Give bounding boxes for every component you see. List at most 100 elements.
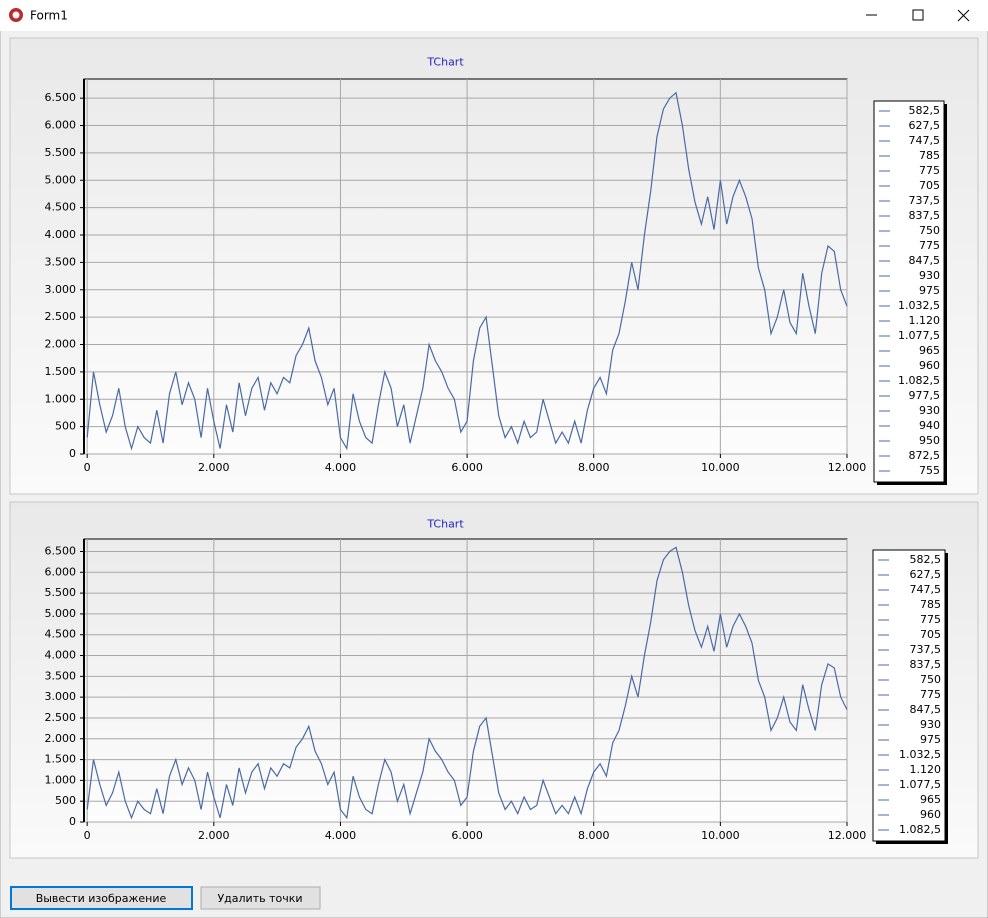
legend-label: 737,5 [910, 643, 942, 656]
x-tick-label: 4.000 [325, 461, 357, 474]
legend-label: 747,5 [909, 134, 941, 147]
y-tick-label: 1.500 [45, 753, 77, 766]
legend-label: 837,5 [909, 209, 941, 222]
x-tick-label: 2.000 [198, 461, 230, 474]
legend-label: 872,5 [909, 449, 941, 462]
y-tick-label: 500 [55, 420, 76, 433]
y-tick-label: 6.000 [45, 565, 77, 578]
legend-label: 775 [919, 239, 940, 252]
button-label[interactable]: Вывести изображение [36, 892, 167, 905]
y-tick-label: 4.500 [45, 201, 77, 214]
x-tick-label: 6.000 [451, 461, 483, 474]
y-tick-label: 2.500 [45, 310, 77, 323]
y-tick-label: 500 [55, 794, 76, 807]
maximize-button[interactable] [912, 9, 924, 21]
data-line [86, 546, 848, 820]
y-tick-label: 0 [69, 447, 76, 460]
x-tick-label: 12.000 [828, 461, 867, 474]
legend-label: 1.120 [910, 763, 942, 776]
y-tick-label: 6.500 [45, 91, 77, 104]
legend-label: 1.077,5 [898, 329, 940, 342]
y-tick-label: 2.500 [45, 711, 77, 724]
legend-label: 930 [919, 404, 940, 417]
y-tick-label: 4.000 [45, 228, 77, 241]
legend-label: 847,5 [909, 254, 941, 267]
legend-label: 582,5 [910, 553, 942, 566]
legend-label: 975 [920, 733, 941, 746]
legend-label: 960 [920, 808, 941, 821]
x-tick-label: 12.000 [828, 829, 867, 842]
chart-title: TChart [426, 518, 464, 531]
x-tick-label: 6.000 [451, 829, 483, 842]
chart-title: TChart [426, 56, 464, 69]
legend-label: 965 [920, 793, 941, 806]
plot-area [83, 78, 848, 455]
app-icon-inner [12, 11, 20, 19]
y-tick-label: 1.000 [45, 773, 77, 786]
y-tick-label: 4.500 [45, 628, 77, 641]
y-tick-label: 3.500 [45, 669, 77, 682]
legend-label: 582,5 [909, 104, 941, 117]
y-tick-label: 5.500 [45, 586, 77, 599]
legend-label: 847,5 [910, 703, 942, 716]
legend-label: 627,5 [909, 119, 941, 132]
button[interactable] [10, 886, 193, 910]
legend-label: 737,5 [909, 194, 941, 207]
legend-label: 940 [919, 419, 940, 432]
legend-label: 705 [920, 628, 941, 641]
title-bar [0, 0, 988, 31]
legend-label: 627,5 [910, 568, 942, 581]
legend-label: 775 [919, 164, 940, 177]
y-tick-label: 1.000 [45, 392, 77, 405]
legend-label: 950 [919, 434, 940, 447]
x-tick-label: 10.000 [701, 461, 740, 474]
legend-label: 750 [920, 673, 941, 686]
legend-label: 1.032,5 [898, 299, 940, 312]
legend-label: 785 [920, 598, 941, 611]
y-tick-label: 5.500 [45, 146, 77, 159]
legend-label: 930 [919, 269, 940, 282]
legend-label: 755 [919, 464, 940, 477]
legend-label: 1.120 [909, 314, 941, 327]
y-tick-label: 5.000 [45, 173, 77, 186]
x-tick-label: 8.000 [578, 461, 610, 474]
legend-label: 1.082,5 [899, 823, 941, 836]
legend-label: 930 [920, 718, 941, 731]
x-tick-label: 8.000 [578, 829, 610, 842]
y-tick-label: 3.500 [45, 255, 77, 268]
y-tick-label: 3.000 [45, 283, 77, 296]
button-label[interactable]: Удалить точки [217, 892, 302, 905]
legend-label: 775 [920, 688, 941, 701]
x-tick-label: 0 [84, 461, 91, 474]
y-tick-label: 1.500 [45, 365, 77, 378]
x-tick-label: 10.000 [701, 829, 740, 842]
data-line [86, 91, 848, 451]
x-tick-label: 0 [84, 829, 91, 842]
y-tick-label: 6.500 [45, 544, 77, 557]
y-tick-label: 4.000 [45, 649, 77, 662]
legend-label: 1.032,5 [899, 748, 941, 761]
x-tick-label: 4.000 [325, 829, 357, 842]
button[interactable] [200, 886, 321, 910]
legend-label: 785 [919, 149, 940, 162]
x-tick-label: 2.000 [198, 829, 230, 842]
legend-label: 705 [919, 179, 940, 192]
y-tick-label: 0 [69, 815, 76, 828]
close-button[interactable] [957, 9, 970, 22]
legend-label: 975 [919, 284, 940, 297]
legend-label: 775 [920, 613, 941, 626]
y-tick-label: 5.000 [45, 607, 77, 620]
y-tick-label: 2.000 [45, 338, 77, 351]
legend-label: 750 [919, 224, 940, 237]
y-tick-label: 2.000 [45, 732, 77, 745]
legend-label: 977,5 [909, 389, 941, 402]
legend-label: 960 [919, 359, 940, 372]
legend-label: 1.082,5 [898, 374, 940, 387]
legend-label: 837,5 [910, 658, 942, 671]
legend-label: 747,5 [910, 583, 942, 596]
plot-area [83, 538, 848, 823]
window-title: Form1 [30, 9, 68, 23]
y-tick-label: 3.000 [45, 690, 77, 703]
